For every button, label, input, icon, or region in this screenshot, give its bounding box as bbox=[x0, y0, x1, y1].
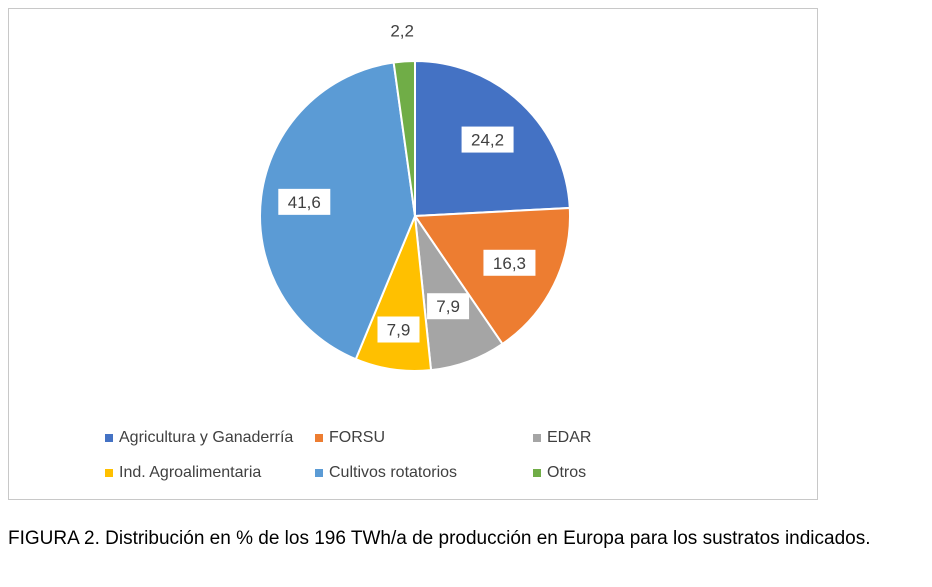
pie-slice-4 bbox=[259, 61, 417, 361]
data-label-box-0 bbox=[461, 126, 514, 153]
data-label-5: 2,2 bbox=[390, 21, 414, 40]
figure-caption: FIGURA 2. Distribución en % de los 196 T… bbox=[8, 528, 871, 549]
data-label-text-5: 2,2 bbox=[390, 21, 414, 40]
data-label-text-4: 41,6 bbox=[288, 193, 321, 212]
data-label-text-2: 7,9 bbox=[436, 297, 460, 316]
data-label-4: 41,6 bbox=[278, 188, 331, 215]
pie-slice-1 bbox=[413, 206, 571, 346]
data-label-box-2 bbox=[427, 293, 470, 320]
pie-chart: 24,2 16,3 7,9 7,9 41,6 2,2 bbox=[259, 21, 571, 372]
data-label-1: 16,3 bbox=[483, 249, 536, 276]
data-label-text-3: 7,9 bbox=[387, 321, 411, 340]
chart-frame: 24,2 16,3 7,9 7,9 41,6 2,2 Agricultura y Gana… bbox=[8, 8, 818, 500]
data-label-box-1 bbox=[483, 249, 536, 276]
data-label-0: 24,2 bbox=[461, 126, 514, 153]
data-label-3: 7,9 bbox=[377, 316, 420, 343]
pie-slice-5 bbox=[392, 59, 416, 217]
data-label-text-1: 16,3 bbox=[493, 254, 526, 273]
data-label-2: 7,9 bbox=[427, 293, 470, 320]
data-label-text-0: 24,2 bbox=[471, 131, 504, 150]
data-label-box-3 bbox=[377, 316, 420, 343]
data-label-box-4 bbox=[278, 188, 331, 215]
